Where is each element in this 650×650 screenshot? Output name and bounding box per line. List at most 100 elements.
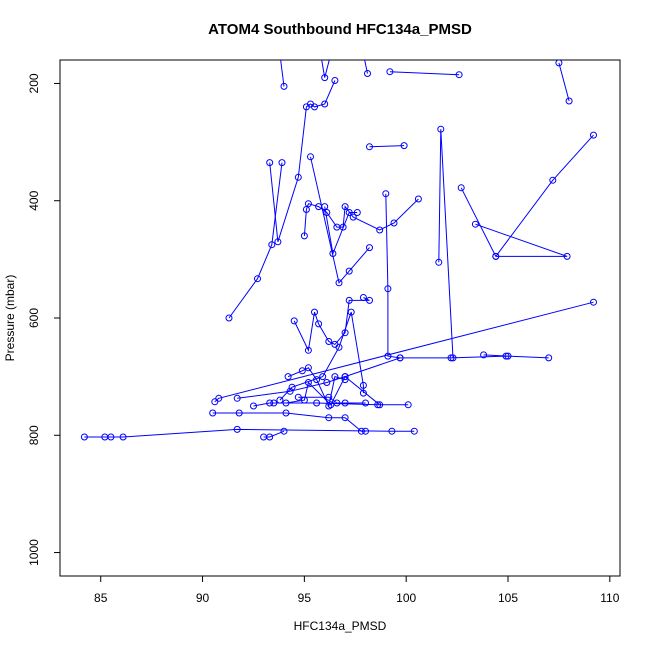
data-point [300,396,308,404]
data-point [304,200,312,208]
data-point [313,399,321,407]
data-point [360,51,366,57]
data-point [396,354,404,362]
data-point [266,433,274,441]
data-point [341,373,349,381]
y-tick-label: 600 [27,308,41,328]
data-point [435,258,443,266]
data-point [335,279,343,287]
data-point [384,285,392,293]
data-point [282,399,290,407]
series-line [369,145,405,148]
data-point [565,97,573,105]
data-point [325,393,333,401]
data-point [341,329,349,337]
data-point [341,414,349,422]
data-point [341,399,349,407]
data-point [347,308,355,316]
data-point [209,409,217,417]
data-point [362,427,369,435]
series-line [253,402,409,407]
data-point [449,354,457,362]
data-point [357,427,365,435]
data-point [376,226,384,234]
series-line [385,193,401,359]
x-axis: 85 90 95 100 105 110 [94,576,620,605]
series-line [298,396,366,404]
y-tick-label: 400 [27,190,41,210]
y-tick-label: 1000 [27,539,41,566]
data-point [270,399,278,407]
x-tick-label: 95 [298,591,312,605]
data-point [331,77,339,84]
data-point [455,71,463,79]
series-layer [84,60,594,438]
data-point [359,381,367,389]
y-tick-label: 200 [27,73,41,93]
data-point [211,398,219,406]
plot-area [59,59,621,577]
x-tick-label: 100 [396,591,416,605]
data-point [325,338,333,345]
points-layer [80,51,597,441]
data-point [366,143,373,151]
data-point [359,294,367,301]
data-point [233,425,241,433]
data-point [311,308,318,316]
data-point [284,373,292,381]
series-line [84,428,415,438]
data-point [341,203,349,211]
data-point [268,241,276,249]
data-point [471,220,479,228]
series-line [438,129,454,358]
data-point [437,125,445,133]
series-line [212,412,366,432]
series-line [269,80,336,242]
series-line [214,301,594,403]
x-axis-label: HFC134a_PMSD [294,619,387,633]
data-point [410,427,418,435]
data-point [364,70,371,77]
chart-title: ATOM4 Southbound HFC134a_PMSD [208,21,472,38]
series-line [483,354,509,357]
data-point [384,352,392,360]
x-tick-label: 90 [196,591,210,605]
data-point [555,60,563,67]
data-point [386,68,394,76]
data-point [414,195,422,203]
data-point [359,389,367,397]
series-line [495,134,594,257]
data-point [362,399,369,407]
series-line [460,187,568,257]
data-point [388,427,396,435]
data-point [304,379,312,386]
data-point [294,393,302,401]
data-point [233,394,241,402]
y-axis: 200 400 600 800 1000 [27,73,60,566]
data-point [304,346,312,354]
data-point [119,433,127,441]
series-line [279,311,364,401]
data-point [341,376,349,384]
data-point [339,223,347,231]
data-point [288,383,296,391]
series-line [389,71,460,76]
data-point [290,317,298,325]
data-point [335,343,343,351]
series-line [324,206,358,256]
data-point [250,402,257,410]
data-point [563,252,571,260]
data-point [504,352,512,360]
x-tick-label: 105 [498,591,518,605]
data-point [107,433,115,441]
data-point [328,51,334,57]
data-point [325,414,333,422]
data-point [277,51,283,57]
data-point [321,74,329,82]
data-point [447,354,455,362]
data-point [345,209,353,216]
data-point [286,387,294,395]
x-tick-label: 110 [600,591,619,605]
